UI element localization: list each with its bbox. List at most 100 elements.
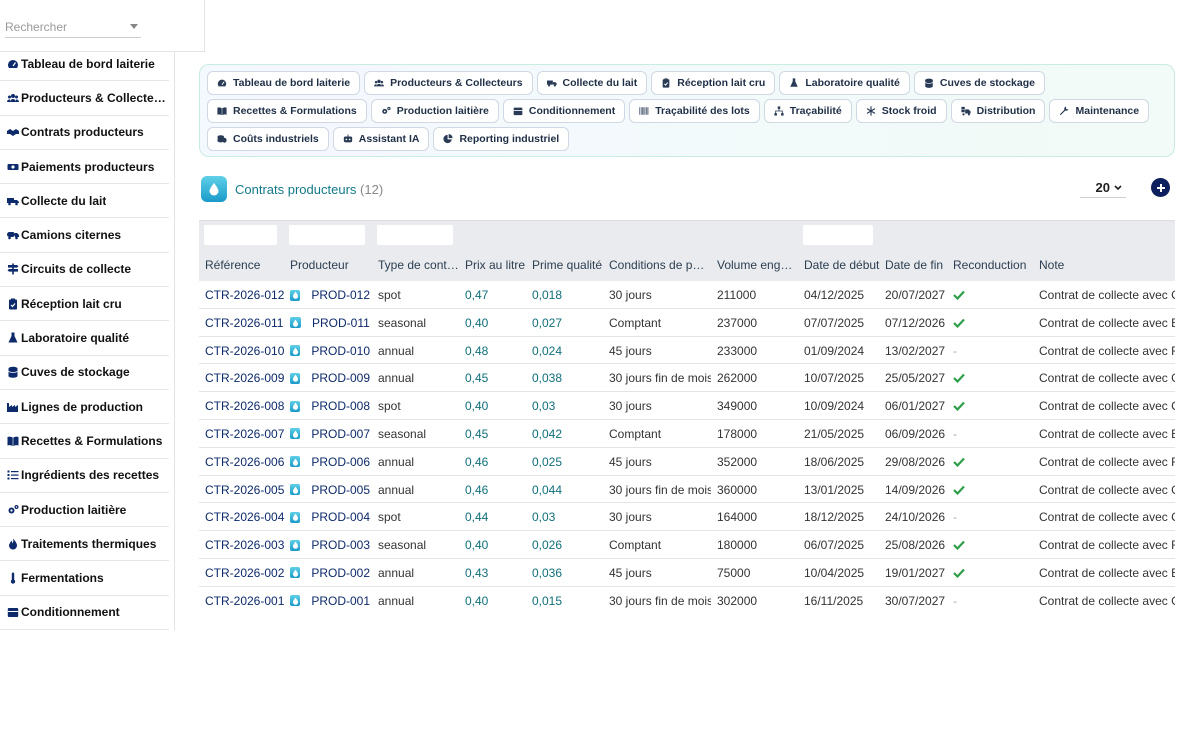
- sidebar-item-paiements-producteurs[interactable]: Paiements producteurs: [0, 150, 169, 185]
- end-date: 13/02/2027: [885, 343, 946, 358]
- table-row[interactable]: CTR-2026-010 PROD-010 annual 0,48 0,024 45 jo…: [199, 337, 1175, 365]
- payment-terms: 30 jours fin de mois: [609, 371, 711, 386]
- sidebar-item-contrats-producteurs[interactable]: Contrats producteurs: [0, 116, 169, 150]
- contract-reference-link[interactable]: CTR-2026-010: [205, 343, 285, 358]
- shortcut-panel: Tableau de bord laiterie Producteurs & Co…: [199, 64, 1175, 157]
- producer-link[interactable]: PROD-001: [290, 594, 370, 608]
- column-header[interactable]: Note: [1039, 258, 1065, 272]
- contract-reference-link[interactable]: CTR-2026-004: [205, 510, 285, 525]
- table-row[interactable]: CTR-2026-002 PROD-002 annual 0,43 0,036 45 jo…: [199, 559, 1175, 587]
- producer-link[interactable]: PROD-006: [290, 455, 370, 469]
- table-row[interactable]: CTR-2026-012 PROD-012 spot 0,47 0,018 30 jour…: [199, 281, 1175, 309]
- shortcut-collecte-du-lait[interactable]: Collecte du lait: [536, 71, 648, 95]
- shortcut-cuves-de-stockage[interactable]: Cuves de stockage: [913, 71, 1045, 95]
- table-row[interactable]: CTR-2026-003 PROD-003 seasonal 0,40 0,026 Com…: [199, 531, 1175, 559]
- column-header[interactable]: Date de fin: [885, 258, 944, 272]
- page-size-select[interactable]: 20: [1080, 178, 1126, 198]
- contract-reference-link[interactable]: CTR-2026-002: [205, 565, 285, 580]
- producer-link[interactable]: PROD-011: [290, 316, 370, 330]
- add-contract-button[interactable]: [1151, 178, 1170, 197]
- producer-link[interactable]: PROD-007: [290, 427, 370, 441]
- shortcut-assistant-ia[interactable]: Assistant IA: [332, 127, 430, 151]
- chevron-down-icon[interactable]: [130, 24, 138, 29]
- price-per-litre: 0,40: [465, 399, 489, 414]
- column-header[interactable]: Prime qualité: [532, 258, 603, 272]
- column-header[interactable]: Conditions de paiement: [609, 258, 711, 272]
- shortcut-tracabilite-des-lots[interactable]: Traçabilité des lots: [629, 99, 760, 123]
- shortcut-producteurs-collecteurs[interactable]: Producteurs & Collecteurs: [364, 71, 533, 95]
- sidebar-item-recettes-formulations[interactable]: Recettes & Formulations: [0, 424, 169, 459]
- sidebar-item-producteurs-collecteurs[interactable]: Producteurs & Collecteurs: [0, 81, 169, 116]
- flask-icon: [789, 78, 799, 88]
- contract-reference-link[interactable]: CTR-2026-008: [205, 399, 285, 414]
- shortcut-recettes-formulations[interactable]: Recettes & Formulations: [207, 99, 367, 123]
- column-filter-input[interactable]: [803, 225, 873, 245]
- table-row[interactable]: CTR-2026-004 PROD-004 spot 0,44 0,03 30 jours…: [199, 503, 1175, 532]
- shortcut-reporting-industriel[interactable]: Reporting industriel: [433, 127, 570, 151]
- shortcut-distribution[interactable]: Distribution: [950, 99, 1046, 123]
- shortcut-couts-industriels[interactable]: Coûts industriels: [207, 127, 329, 151]
- sidebar-item-lignes-de-production[interactable]: Lignes de production: [0, 390, 169, 425]
- column-header[interactable]: Type de contrat: [378, 258, 460, 272]
- producer-link[interactable]: PROD-005: [290, 483, 370, 497]
- payment-terms: 30 jours fin de mois: [609, 482, 711, 497]
- contract-reference-link[interactable]: CTR-2026-009: [205, 371, 285, 386]
- sidebar-item-conditionnement[interactable]: Conditionnement: [0, 596, 169, 631]
- sidebar-item-tableau-de-bord-laiterie[interactable]: Tableau de bord laiterie: [0, 47, 169, 82]
- producer-link[interactable]: PROD-002: [290, 566, 370, 580]
- table-row[interactable]: CTR-2026-007 PROD-007 seasonal 0,45 0,042 Com…: [199, 420, 1175, 448]
- contract-reference-link[interactable]: CTR-2026-001: [205, 593, 285, 608]
- table-row[interactable]: CTR-2026-006 PROD-006 annual 0,46 0,025 45 jo…: [199, 448, 1175, 476]
- column-header[interactable]: Producteur: [290, 258, 349, 272]
- shortcut-tracabilite[interactable]: Traçabilité: [763, 99, 852, 123]
- page-size-value: 20: [1095, 180, 1110, 195]
- sidebar-item-laboratoire-qualite[interactable]: Laboratoire qualité: [0, 321, 169, 356]
- sidebar-item-camions-citernes[interactable]: Camions citernes: [0, 218, 169, 253]
- contract-reference-link[interactable]: CTR-2026-007: [205, 426, 285, 441]
- producer-link[interactable]: PROD-010: [290, 344, 370, 358]
- shortcut-production-laitiere[interactable]: Production laitière: [370, 99, 499, 123]
- committed-volume: 360000: [717, 482, 758, 497]
- end-date: 07/12/2026: [885, 315, 946, 330]
- sidebar-item-reception-lait-cru[interactable]: Réception lait cru: [0, 287, 169, 322]
- producer-link[interactable]: PROD-003: [290, 538, 370, 552]
- shortcut-stock-froid[interactable]: Stock froid: [855, 99, 947, 123]
- sidebar-item-collecte-du-lait[interactable]: Collecte du lait: [0, 184, 169, 219]
- table-row[interactable]: CTR-2026-009 PROD-009 annual 0,45 0,038 30 jo…: [199, 364, 1175, 393]
- column-filter-input[interactable]: [289, 225, 365, 245]
- sidebar-item-ingredients-des-recettes[interactable]: Ingrédients des recettes: [0, 459, 169, 493]
- sidebar-item-production-laitiere[interactable]: Production laitière: [0, 493, 169, 528]
- sidebar-item-cuves-de-stockage[interactable]: Cuves de stockage: [0, 356, 169, 390]
- column-header[interactable]: Reconduction: [953, 258, 1027, 272]
- contract-reference-link[interactable]: CTR-2026-006: [205, 454, 285, 469]
- column-header[interactable]: Prix au litre: [465, 258, 526, 272]
- shortcut-reception-lait-cru[interactable]: Réception lait cru: [651, 71, 776, 95]
- search-input[interactable]: Rechercher: [5, 16, 141, 38]
- contract-reference-link[interactable]: CTR-2026-003: [205, 538, 285, 553]
- table-row[interactable]: CTR-2026-011 PROD-011 seasonal 0,40 0,027 Com…: [199, 309, 1175, 337]
- shortcut-maintenance[interactable]: Maintenance: [1049, 99, 1150, 123]
- sidebar-item-circuits-de-collecte[interactable]: Circuits de collecte: [0, 253, 169, 288]
- shortcut-tableau-de-bord-laiterie[interactable]: Tableau de bord laiterie: [207, 71, 361, 95]
- contract-reference-link[interactable]: CTR-2026-011: [205, 315, 284, 330]
- shortcut-laboratoire-qualite[interactable]: Laboratoire qualité: [779, 71, 910, 95]
- column-header[interactable]: Volume engagé: [717, 258, 797, 272]
- shortcut-conditionnement[interactable]: Conditionnement: [502, 99, 626, 123]
- column-filter-input[interactable]: [204, 225, 277, 245]
- producer-link[interactable]: PROD-009: [290, 371, 370, 385]
- milk-drop-icon: [290, 289, 301, 301]
- contract-reference-link[interactable]: CTR-2026-012: [205, 288, 285, 302]
- table-row[interactable]: CTR-2026-001 PROD-001 annual 0,40 0,015 30 jo…: [199, 587, 1175, 614]
- producer-link[interactable]: PROD-008: [290, 399, 370, 413]
- column-header[interactable]: Date de début: [804, 258, 880, 272]
- producer-link[interactable]: PROD-012: [290, 288, 370, 302]
- producer-link[interactable]: PROD-004: [290, 510, 370, 524]
- sidebar-item-fermentations[interactable]: Fermentations: [0, 561, 169, 596]
- contract-reference-link[interactable]: CTR-2026-005: [205, 482, 285, 497]
- sidebar-item-traitements-thermiques[interactable]: Traitements thermiques: [0, 527, 169, 562]
- table-row[interactable]: CTR-2026-005 PROD-005 annual 0,46 0,044 30 jo…: [199, 476, 1175, 504]
- note-text: Contrat de collecte avec Co: [1039, 288, 1175, 302]
- column-header[interactable]: Référence: [205, 258, 261, 272]
- column-filter-input[interactable]: [377, 225, 453, 245]
- table-row[interactable]: CTR-2026-008 PROD-008 spot 0,40 0,03 30 jours…: [199, 392, 1175, 420]
